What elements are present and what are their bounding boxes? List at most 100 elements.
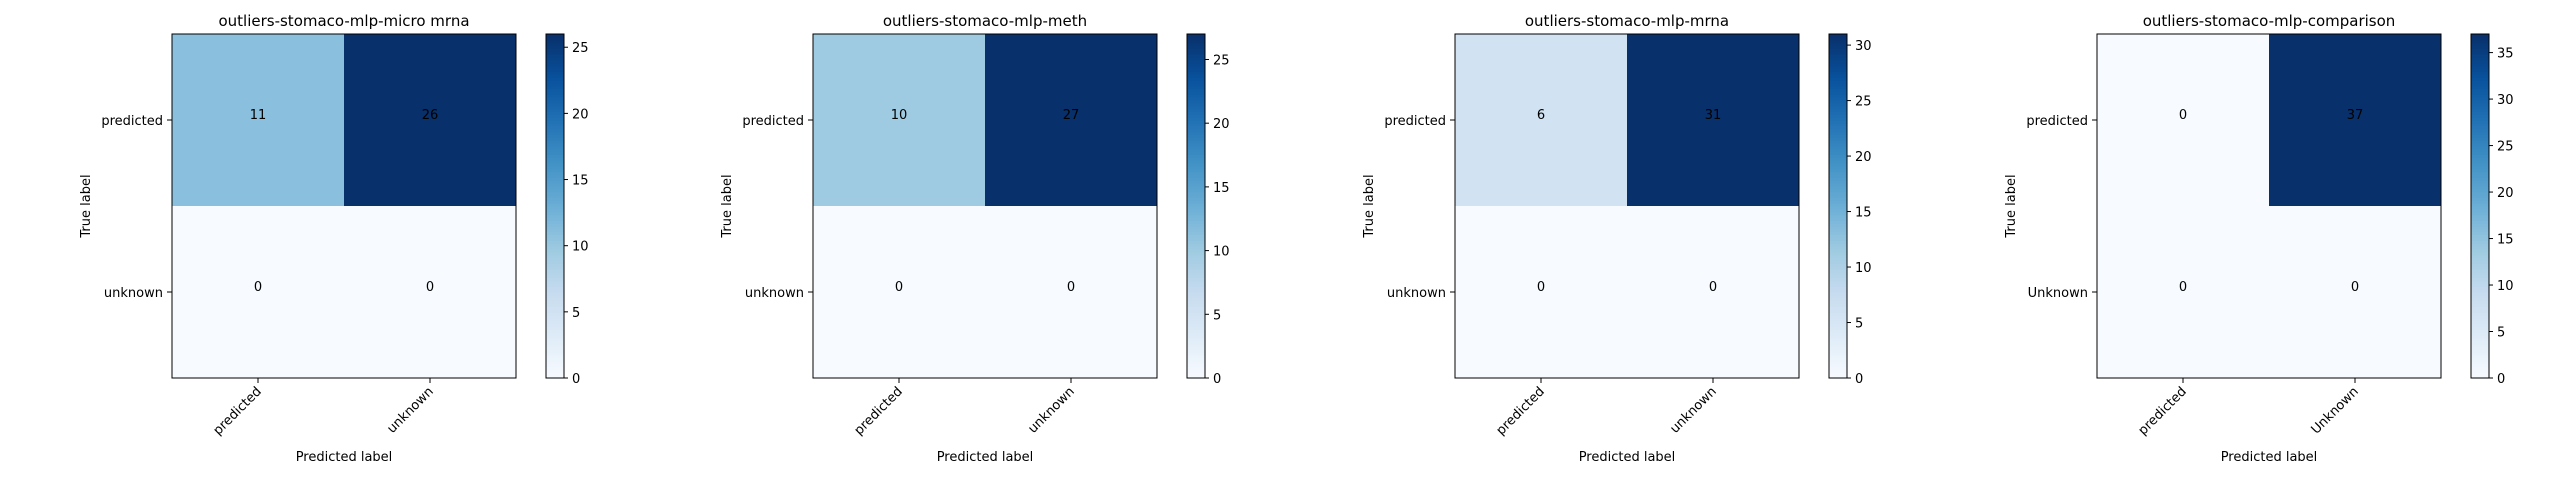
confusion-matrix-panel: outliers-stomaco-mlp-mrna 6 31 0 0 predicted u… xyxy=(1362,12,1872,465)
colorbar-segment xyxy=(2471,145,2489,150)
colorbar-tick-label: 0 xyxy=(572,372,580,387)
colorbar-segment xyxy=(546,309,564,313)
colorbar-segment xyxy=(2471,314,2489,319)
colorbar-segment xyxy=(546,206,564,210)
colorbar-segment xyxy=(546,59,564,64)
x-tick-label: predicted xyxy=(2136,384,2190,438)
colorbar-segment xyxy=(546,217,564,221)
colorbar-segment xyxy=(2471,102,2489,107)
colorbar-segment xyxy=(546,208,564,213)
colorbar-segment xyxy=(2471,97,2489,101)
colorbar-segment xyxy=(1187,335,1205,339)
colorbar-segment xyxy=(1829,125,1847,130)
colorbar-segment xyxy=(546,97,564,101)
colorbar-tick-label: 5 xyxy=(2497,326,2505,341)
colorbar-segment xyxy=(1187,251,1205,256)
colorbar-segment xyxy=(1829,231,1847,236)
colorbar-segment xyxy=(546,300,564,305)
colorbar-segment xyxy=(2471,168,2489,173)
colorbar-segment xyxy=(546,105,564,110)
colorbar-segment xyxy=(1187,223,1205,227)
colorbar-segment xyxy=(1187,286,1205,290)
colorbar-segment xyxy=(546,314,564,319)
x-tick-label: Unknown xyxy=(2309,384,2362,437)
colorbar-segment xyxy=(1187,48,1205,52)
colorbar-segment xyxy=(1829,375,1847,379)
colorbar-segment xyxy=(1187,320,1205,325)
colorbar-segment xyxy=(1829,277,1847,282)
colorbar-segment xyxy=(1829,346,1847,350)
heatmap-cell xyxy=(2269,206,2441,378)
colorbar-segment xyxy=(546,151,564,155)
colorbar-segment xyxy=(1187,59,1205,64)
colorbar-segment xyxy=(2471,120,2489,124)
colorbar-segment xyxy=(546,171,564,176)
colorbar-segment xyxy=(1829,102,1847,107)
colorbar-segment xyxy=(1187,177,1205,181)
colorbar-tick-label: 0 xyxy=(2497,372,2505,387)
colorbar-segment xyxy=(2471,125,2489,130)
y-axis-label: True label xyxy=(79,174,94,238)
colorbar-segment xyxy=(546,91,564,95)
colorbar-segment xyxy=(546,349,564,353)
heatmap-cell xyxy=(813,34,985,206)
colorbar-segment xyxy=(546,42,564,47)
colorbar-segment xyxy=(2471,108,2489,112)
colorbar-segment xyxy=(546,54,564,58)
colorbar-segment xyxy=(1829,191,1847,196)
colorbar-segment xyxy=(1829,97,1847,101)
colorbar-segment xyxy=(1829,286,1847,290)
colorbar-segment xyxy=(2471,134,2489,138)
colorbar-tick-label: 5 xyxy=(572,306,580,321)
colorbar-tick-label: 15 xyxy=(1855,206,1872,221)
colorbar-segment xyxy=(1829,111,1847,115)
colorbar-segment xyxy=(2471,312,2489,316)
colorbar-segment xyxy=(1187,122,1205,127)
colorbar-tick-label: 25 xyxy=(1855,95,1872,110)
colorbar-segment xyxy=(1829,357,1847,362)
chart-title: outliers-stomaco-mlp-comparison xyxy=(2143,12,2396,30)
y-axis-label: True label xyxy=(720,174,735,238)
colorbar-segment xyxy=(2471,309,2489,313)
colorbar-segment xyxy=(546,71,564,75)
colorbar-segment xyxy=(2471,257,2489,262)
colorbar-segment xyxy=(1187,163,1205,167)
colorbar-segment xyxy=(2471,294,2489,299)
colorbar-segment xyxy=(2471,197,2489,201)
colorbar-segment xyxy=(1829,42,1847,47)
colorbar-segment xyxy=(1187,337,1205,342)
colorbar-segment xyxy=(1187,77,1205,81)
colorbar-segment xyxy=(546,323,564,327)
colorbar-segment xyxy=(1829,289,1847,293)
colorbar-segment xyxy=(1187,231,1205,236)
x-tick-label: unknown xyxy=(1025,384,1077,436)
colorbar-segment xyxy=(546,177,564,181)
colorbar-segment xyxy=(546,211,564,216)
colorbar-segment xyxy=(1829,79,1847,84)
colorbar-segment xyxy=(1829,85,1847,90)
colorbar-segment xyxy=(1829,340,1847,345)
colorbar-segment xyxy=(1829,372,1847,376)
colorbar-segment xyxy=(1187,297,1205,302)
colorbar-segment xyxy=(1829,349,1847,353)
colorbar-segment xyxy=(546,280,564,284)
colorbar-segment xyxy=(1829,142,1847,147)
colorbar-segment xyxy=(1829,34,1847,38)
colorbar-segment xyxy=(1187,194,1205,198)
colorbar-segment xyxy=(2471,91,2489,95)
colorbar-segment xyxy=(546,335,564,339)
colorbar-segment xyxy=(546,360,564,365)
colorbar-segment xyxy=(546,99,564,104)
colorbar-tick-label: 10 xyxy=(572,240,589,255)
colorbar-tick-label: 0 xyxy=(1855,372,1863,387)
colorbar-segment xyxy=(1187,51,1205,55)
colorbar-segment xyxy=(546,163,564,167)
colorbar-segment xyxy=(1187,148,1205,153)
confusion-matrix-panel: outliers-stomaco-mlp-micro mrna 11 26 0 0 pre… xyxy=(79,12,589,465)
colorbar-segment xyxy=(1187,203,1205,207)
colorbar-segment xyxy=(1187,134,1205,138)
colorbar-segment xyxy=(546,134,564,138)
cell-value-label: 11 xyxy=(250,108,267,123)
colorbar-segment xyxy=(546,88,564,92)
